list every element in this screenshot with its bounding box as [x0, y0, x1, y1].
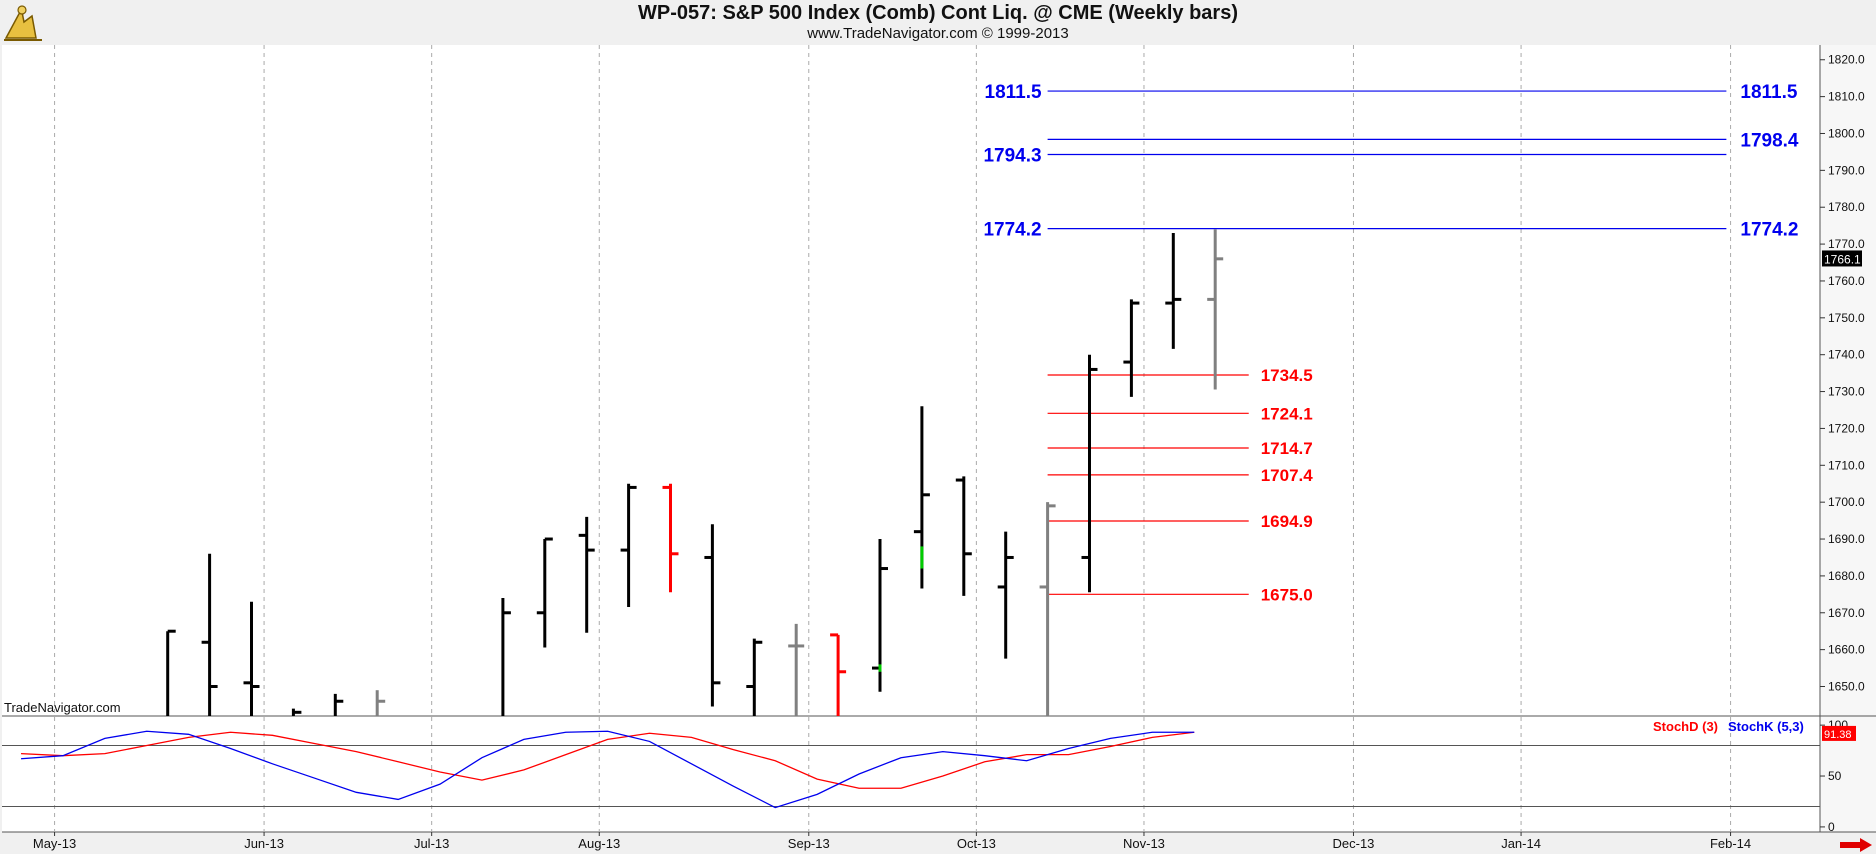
blue-level-label: 1811.5	[985, 82, 1042, 103]
y-tick-label: 1720.0	[1828, 421, 1865, 435]
y-tick-label: 1790.0	[1828, 163, 1865, 177]
y-tick-label: 1710.0	[1828, 458, 1865, 472]
y-tick-label: 1750.0	[1828, 311, 1865, 325]
ohlc-bar	[1165, 233, 1182, 349]
x-tick-label: Nov-13	[1123, 836, 1165, 851]
stoch-series-line	[21, 731, 1195, 789]
red-level-label: 1694.9	[1261, 512, 1313, 531]
y-tick-label: 1690.0	[1828, 532, 1865, 546]
blue-level-label: 1811.5	[1740, 82, 1797, 103]
watermark-text: TradeNavigator.com	[4, 700, 121, 715]
y-tick-label: 1770.0	[1828, 237, 1865, 251]
chart-subtitle: www.TradeNavigator.com © 1999-2013	[807, 25, 1069, 42]
ohlc-bar	[1123, 299, 1140, 397]
stoch-y-tick-label: 50	[1828, 769, 1842, 783]
ohlc-bar	[704, 524, 721, 707]
y-tick-label: 1660.0	[1828, 643, 1865, 657]
last-price-label: 1766.1	[1824, 252, 1861, 266]
y-tick-label: 1700.0	[1828, 495, 1865, 509]
chart-title: WP-057: S&P 500 Index (Comb) Cont Liq. @…	[638, 2, 1238, 24]
tradenavigator-logo-icon	[4, 5, 42, 41]
ohlc-bar	[662, 483, 679, 593]
red-level-label: 1675.0	[1261, 585, 1313, 604]
y-tick-label: 1760.0	[1828, 274, 1865, 288]
plot-background	[2, 45, 1820, 832]
red-level-label: 1707.4	[1261, 466, 1314, 485]
x-tick-label: Jul-13	[414, 836, 449, 851]
ohlc-bar	[955, 476, 972, 596]
ohlc-bar	[1039, 502, 1056, 716]
y-tick-label: 1680.0	[1828, 569, 1865, 583]
ohlc-bars	[166, 229, 1224, 716]
ohlc-bar	[997, 531, 1014, 659]
x-tick-label: May-13	[33, 836, 76, 851]
y-tick-label: 1650.0	[1828, 680, 1865, 694]
ohlc-bar	[501, 598, 511, 716]
ohlc-bar	[201, 553, 218, 716]
blue-level-label: 1774.2	[983, 220, 1041, 241]
ohlc-bar	[620, 483, 637, 607]
y-tick-label: 1670.0	[1828, 606, 1865, 620]
ohlc-bar	[333, 693, 344, 716]
ohlc-bar	[166, 629, 176, 716]
x-tick-label: Feb-14	[1710, 836, 1751, 851]
ohlc-bar	[788, 623, 805, 716]
red-level-label: 1714.7	[1261, 439, 1313, 458]
y-tick-label: 1780.0	[1828, 200, 1865, 214]
legend-stochd: StochD (3)	[1653, 719, 1718, 734]
axis-background	[1820, 45, 1876, 832]
red-level-label: 1724.1	[1261, 404, 1313, 423]
x-tick-label: Dec-13	[1333, 836, 1375, 851]
blue-level-label: 1798.4	[1740, 130, 1799, 151]
y-tick-label: 1820.0	[1828, 53, 1865, 67]
x-tick-label: Jan-14	[1501, 836, 1541, 851]
scroll-right-arrow-icon[interactable]	[1840, 838, 1872, 852]
x-tick-label: Jun-13	[244, 836, 284, 851]
ohlc-bar	[243, 601, 260, 716]
y-tick-label: 1730.0	[1828, 385, 1865, 399]
x-tick-label: Oct-13	[957, 836, 996, 851]
x-tick-label: Sep-13	[788, 836, 830, 851]
blue-level-label: 1774.2	[1740, 220, 1798, 241]
y-tick-label: 1740.0	[1828, 348, 1865, 362]
ohlc-bar	[746, 638, 763, 716]
ohlc-bar	[536, 537, 553, 648]
stoch-series-line	[21, 730, 1195, 809]
ohlc-bar	[578, 516, 595, 633]
ohlc-bar	[375, 690, 386, 716]
stoch-last-marker	[1822, 725, 1856, 741]
ohlc-bar	[1081, 354, 1098, 593]
last-price-marker	[1822, 250, 1862, 267]
ohlc-bar	[830, 633, 847, 716]
y-tick-label: 1800.0	[1828, 126, 1865, 140]
red-level-label: 1734.5	[1261, 366, 1313, 385]
ohlc-bar	[1207, 229, 1224, 390]
y-tick-label: 1810.0	[1828, 90, 1865, 104]
ohlc-bar	[291, 708, 302, 716]
blue-level-label: 1794.3	[983, 145, 1041, 166]
x-tick-label: Aug-13	[578, 836, 620, 851]
legend-stochk: StochK (5,3)	[1728, 719, 1804, 734]
stoch-last-label: 91.38	[1824, 729, 1852, 741]
stoch-y-tick-label: 0	[1828, 820, 1835, 834]
